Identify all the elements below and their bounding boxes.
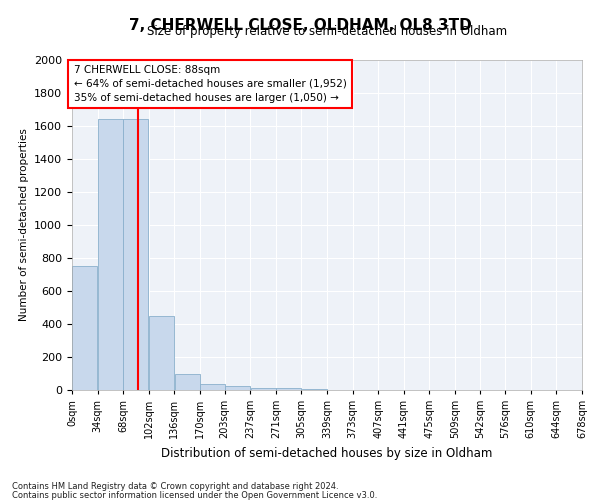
Text: Contains public sector information licensed under the Open Government Licence v3: Contains public sector information licen…: [12, 490, 377, 500]
Bar: [276, 388, 301, 390]
Bar: [302, 389, 327, 390]
Bar: [98, 120, 123, 390]
Bar: [149, 316, 174, 390]
Bar: [225, 386, 250, 390]
X-axis label: Distribution of semi-detached houses by size in Oldham: Distribution of semi-detached houses by …: [161, 446, 493, 460]
Text: Contains HM Land Registry data © Crown copyright and database right 2024.: Contains HM Land Registry data © Crown c…: [12, 482, 338, 491]
Title: Size of property relative to semi-detached houses in Oldham: Size of property relative to semi-detach…: [147, 25, 507, 38]
Bar: [175, 374, 200, 390]
Y-axis label: Number of semi-detached properties: Number of semi-detached properties: [19, 128, 29, 322]
Bar: [72, 266, 97, 390]
Bar: [200, 384, 225, 390]
Text: 7, CHERWELL CLOSE, OLDHAM, OL8 3TD: 7, CHERWELL CLOSE, OLDHAM, OL8 3TD: [128, 18, 472, 32]
Bar: [251, 388, 275, 390]
Text: 7 CHERWELL CLOSE: 88sqm
← 64% of semi-detached houses are smaller (1,952)
35% of: 7 CHERWELL CLOSE: 88sqm ← 64% of semi-de…: [74, 65, 346, 103]
Bar: [124, 120, 148, 390]
